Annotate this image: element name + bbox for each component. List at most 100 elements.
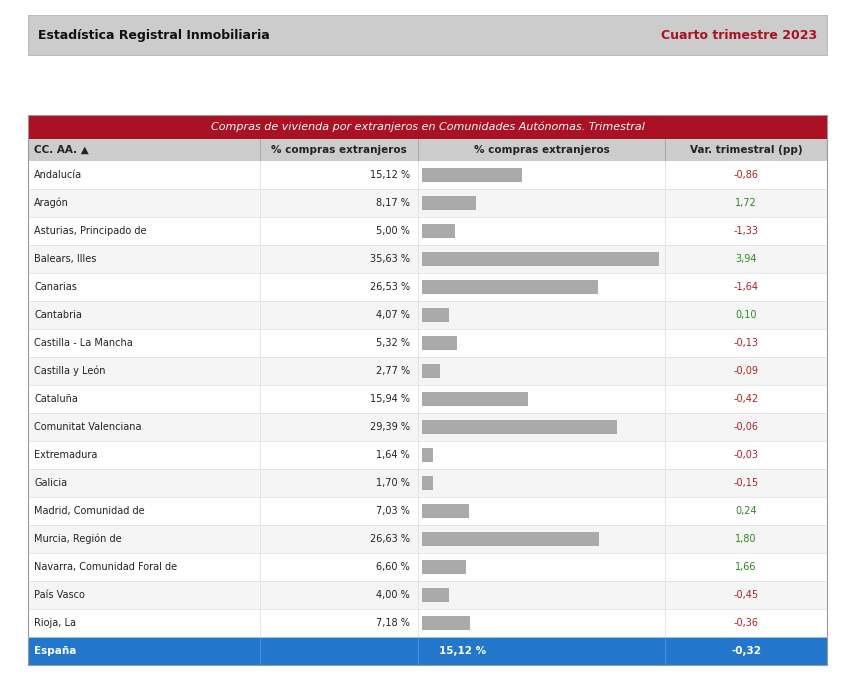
Text: 4,00 %: 4,00 % xyxy=(376,590,410,600)
Text: -1,64: -1,64 xyxy=(734,282,758,292)
Bar xyxy=(28,385,827,413)
Text: 2,77 %: 2,77 % xyxy=(376,366,410,376)
Text: Rioja, La: Rioja, La xyxy=(34,618,76,628)
Text: Compras de vivienda por extranjeros en Comunidades Autónomas. Trimestral: Compras de vivienda por extranjeros en C… xyxy=(210,122,645,132)
Bar xyxy=(422,364,440,378)
Text: Castilla - La Mancha: Castilla - La Mancha xyxy=(34,338,133,348)
Bar xyxy=(28,441,827,469)
Bar xyxy=(28,329,827,357)
Text: 15,12 %: 15,12 % xyxy=(370,170,410,180)
Text: Cataluña: Cataluña xyxy=(34,394,78,404)
Text: % compras extranjeros: % compras extranjeros xyxy=(271,145,407,155)
Text: -0,45: -0,45 xyxy=(734,590,758,600)
Text: -0,42: -0,42 xyxy=(734,394,758,404)
Text: Var. trimestral (pp): Var. trimestral (pp) xyxy=(690,145,802,155)
Text: 35,63 %: 35,63 % xyxy=(370,254,410,264)
Bar xyxy=(422,196,476,210)
Text: Estadística Registral Inmobiliaria: Estadística Registral Inmobiliaria xyxy=(38,29,269,42)
Bar xyxy=(28,469,827,497)
Text: Andalucía: Andalucía xyxy=(34,170,82,180)
Text: 29,39 %: 29,39 % xyxy=(370,422,410,432)
Bar xyxy=(422,336,457,350)
Bar xyxy=(28,15,827,55)
Text: 6,60 %: 6,60 % xyxy=(376,562,410,572)
Text: Comunitat Valenciana: Comunitat Valenciana xyxy=(34,422,141,432)
Text: -0,13: -0,13 xyxy=(734,338,758,348)
Bar xyxy=(422,448,433,462)
Text: -0,09: -0,09 xyxy=(734,366,758,376)
Bar xyxy=(28,115,827,665)
Text: -0,15: -0,15 xyxy=(734,478,758,488)
Bar xyxy=(28,357,827,385)
Bar xyxy=(28,525,827,553)
Text: 3,94: 3,94 xyxy=(735,254,757,264)
Text: -0,36: -0,36 xyxy=(734,618,758,628)
Text: España: España xyxy=(34,646,76,656)
Text: 5,32 %: 5,32 % xyxy=(376,338,410,348)
Text: 1,66: 1,66 xyxy=(735,562,757,572)
Text: Balears, Illes: Balears, Illes xyxy=(34,254,97,264)
Bar xyxy=(28,413,827,441)
Text: Cantabria: Cantabria xyxy=(34,310,82,320)
Text: 15,12 %: 15,12 % xyxy=(439,646,486,656)
Bar xyxy=(422,588,449,602)
Text: Madrid, Comunidad de: Madrid, Comunidad de xyxy=(34,506,144,516)
Bar xyxy=(422,504,469,518)
Text: Galicia: Galicia xyxy=(34,478,68,488)
Text: 4,07 %: 4,07 % xyxy=(376,310,410,320)
Text: Navarra, Comunidad Foral de: Navarra, Comunidad Foral de xyxy=(34,562,177,572)
Bar xyxy=(422,420,617,434)
Text: -0,06: -0,06 xyxy=(734,422,758,432)
Bar xyxy=(422,532,598,546)
Bar xyxy=(28,637,827,665)
Text: -0,03: -0,03 xyxy=(734,450,758,460)
Text: Canarias: Canarias xyxy=(34,282,77,292)
Text: -0,86: -0,86 xyxy=(734,170,758,180)
Text: 0,24: 0,24 xyxy=(735,506,757,516)
Bar xyxy=(422,280,598,294)
Text: 15,94 %: 15,94 % xyxy=(370,394,410,404)
Text: Cuarto trimestre 2023: Cuarto trimestre 2023 xyxy=(661,29,817,42)
Bar xyxy=(422,616,469,630)
Text: 8,17 %: 8,17 % xyxy=(376,198,410,208)
Text: 26,53 %: 26,53 % xyxy=(370,282,410,292)
Text: 1,72: 1,72 xyxy=(735,198,757,208)
Bar xyxy=(28,115,827,139)
Text: 1,80: 1,80 xyxy=(735,534,757,544)
Bar xyxy=(422,308,449,322)
Bar xyxy=(422,224,455,238)
Bar xyxy=(422,476,433,490)
Bar xyxy=(422,168,522,182)
Bar xyxy=(28,553,827,581)
Text: País Vasco: País Vasco xyxy=(34,590,85,600)
Text: 1,64 %: 1,64 % xyxy=(376,450,410,460)
Bar xyxy=(28,581,827,609)
Bar xyxy=(28,217,827,245)
Text: 0,10: 0,10 xyxy=(735,310,757,320)
Text: Extremadura: Extremadura xyxy=(34,450,97,460)
Text: % compras extranjeros: % compras extranjeros xyxy=(474,145,610,155)
Bar xyxy=(28,245,827,273)
Text: 7,18 %: 7,18 % xyxy=(376,618,410,628)
Text: 1,70 %: 1,70 % xyxy=(376,478,410,488)
Bar xyxy=(28,161,827,189)
Text: Murcia, Región de: Murcia, Región de xyxy=(34,534,121,545)
Bar xyxy=(422,392,528,406)
Bar xyxy=(28,189,827,217)
Text: -1,33: -1,33 xyxy=(734,226,758,236)
Text: CC. AA. ▲: CC. AA. ▲ xyxy=(34,145,89,155)
Text: 7,03 %: 7,03 % xyxy=(376,506,410,516)
Text: Aragón: Aragón xyxy=(34,198,69,208)
Text: Asturias, Principado de: Asturias, Principado de xyxy=(34,226,146,236)
Bar xyxy=(422,560,466,574)
Bar xyxy=(422,252,658,266)
Bar xyxy=(28,609,827,637)
Bar xyxy=(28,139,827,161)
Bar xyxy=(28,273,827,301)
Text: -0,32: -0,32 xyxy=(731,646,761,656)
Bar xyxy=(28,497,827,525)
Text: 5,00 %: 5,00 % xyxy=(376,226,410,236)
Text: Castilla y León: Castilla y León xyxy=(34,366,105,376)
Text: 26,63 %: 26,63 % xyxy=(370,534,410,544)
Bar xyxy=(28,301,827,329)
